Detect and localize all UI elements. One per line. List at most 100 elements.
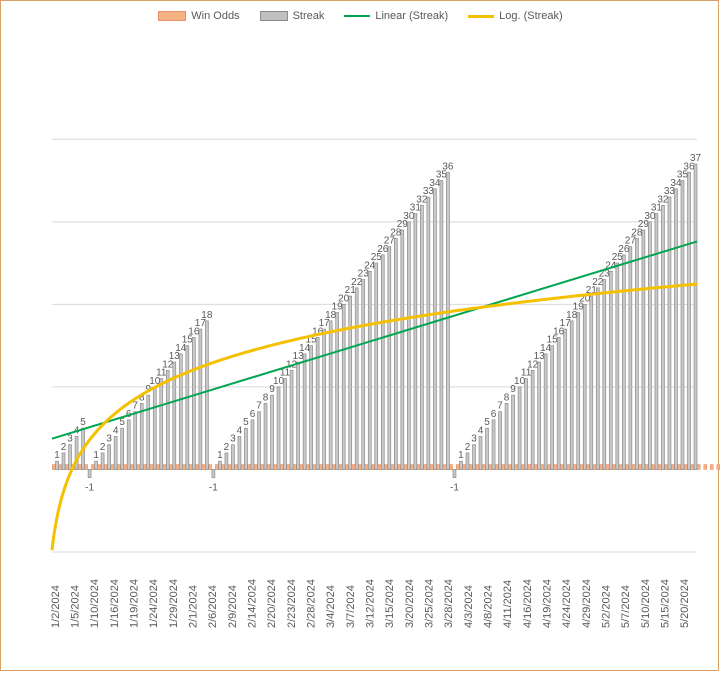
streak-bar	[56, 461, 59, 469]
streak-bar	[459, 461, 462, 469]
win-odds-bar	[359, 465, 362, 470]
win-odds-bar	[593, 465, 596, 470]
x-tick-label: 1/10/2024	[89, 579, 101, 628]
x-tick-label: 1/24/2024	[148, 579, 160, 628]
streak-data-label: 2	[465, 442, 471, 453]
streak-data-label: 18	[201, 310, 213, 321]
streak-bar	[681, 181, 684, 470]
win-odds-bar	[697, 465, 700, 470]
streak-bar	[349, 296, 352, 469]
win-odds-bar	[241, 465, 244, 470]
win-odds-bar	[684, 465, 687, 470]
win-odds-bar	[580, 465, 583, 470]
streak-bar	[88, 469, 91, 477]
win-odds-bar	[345, 465, 348, 470]
streak-bar	[121, 428, 124, 469]
win-odds-bar	[515, 465, 518, 470]
streak-bar	[531, 370, 534, 469]
streak-data-label: 3	[106, 434, 112, 445]
x-tick-label: 3/12/2024	[365, 579, 377, 628]
streak-bar	[205, 321, 208, 470]
streak-bar	[140, 403, 143, 469]
streak-data-label: 5	[80, 417, 86, 428]
streak-bar	[258, 412, 261, 470]
win-odds-bar	[574, 465, 577, 470]
win-odds-bar	[183, 465, 186, 470]
win-odds-bar	[78, 465, 81, 470]
streak-data-label: 36	[442, 161, 454, 172]
win-odds-bar	[293, 465, 296, 470]
x-tick-label: 2/20/2024	[266, 579, 278, 628]
streak-bar	[648, 222, 651, 470]
win-odds-bar	[528, 465, 531, 470]
streak-data-label: -1	[450, 483, 459, 494]
streak-bar	[629, 247, 632, 470]
win-odds-bar	[508, 465, 511, 470]
x-tick-label: 2/28/2024	[306, 579, 318, 628]
streak-bar	[616, 263, 619, 469]
x-tick-label: 1/29/2024	[168, 579, 180, 628]
win-odds-bar	[176, 465, 179, 470]
streak-data-label: 7	[132, 401, 138, 412]
win-odds-bar	[319, 465, 322, 470]
streak-bar	[95, 461, 98, 469]
win-odds-bar	[704, 465, 707, 470]
win-odds-bar	[332, 465, 335, 470]
streak-bar	[590, 296, 593, 469]
streak-bar	[153, 387, 156, 470]
win-odds-bar	[678, 465, 681, 470]
win-odds-bar	[163, 465, 166, 470]
streak-bar	[199, 329, 202, 469]
win-odds-bar	[228, 465, 231, 470]
win-odds-bar	[287, 465, 290, 470]
streak-bar	[251, 420, 254, 470]
streak-bar	[401, 230, 404, 469]
win-odds-bar	[710, 465, 713, 470]
streak-bar	[538, 362, 541, 469]
streak-data-label: 8	[504, 392, 510, 403]
win-odds-bar	[404, 465, 407, 470]
win-odds-bar	[443, 465, 446, 470]
streak-data-label: 8	[263, 392, 269, 403]
x-tick-label: 3/25/2024	[424, 579, 436, 628]
win-odds-bar	[398, 465, 401, 470]
streak-bar	[603, 280, 606, 470]
win-odds-bar	[144, 465, 147, 470]
streak-data-label: 1	[458, 450, 464, 461]
streak-bar	[661, 205, 664, 469]
streak-bar	[101, 453, 104, 470]
win-odds-bar	[365, 465, 368, 470]
streak-data-label: 4	[237, 425, 243, 436]
streak-bar	[368, 271, 371, 469]
win-odds-bar	[267, 465, 270, 470]
streak-data-label: 3	[471, 434, 477, 445]
streak-bar	[655, 214, 658, 470]
x-tick-label: 2/14/2024	[247, 579, 259, 628]
win-odds-bar	[521, 465, 524, 470]
x-tick-label: 2/9/2024	[227, 585, 239, 628]
win-odds-bar	[261, 465, 264, 470]
win-odds-bar	[104, 465, 107, 470]
x-tick-label: 4/11/2024	[502, 580, 514, 628]
streak-bar	[381, 255, 384, 470]
win-odds-bar	[222, 465, 225, 470]
win-odds-bar	[417, 465, 420, 470]
streak-bar	[277, 387, 280, 470]
win-odds-bar	[424, 465, 427, 470]
x-tick-label: 2/6/2024	[207, 585, 219, 628]
win-odds-bar	[619, 465, 622, 470]
streak-bar	[127, 420, 130, 470]
win-odds-bar	[639, 465, 642, 470]
streak-bar	[160, 379, 163, 470]
win-odds-bar	[378, 465, 381, 470]
x-tick-label: 1/19/2024	[129, 579, 141, 628]
streak-data-label: 1	[54, 450, 60, 461]
win-odds-bar	[626, 465, 629, 470]
streak-data-label: 2	[224, 442, 230, 453]
win-odds-bar	[717, 465, 720, 470]
win-odds-bar	[411, 465, 414, 470]
x-tick-label: 4/16/2024	[522, 579, 534, 628]
streak-bar	[453, 469, 456, 477]
streak-bar	[668, 197, 671, 469]
